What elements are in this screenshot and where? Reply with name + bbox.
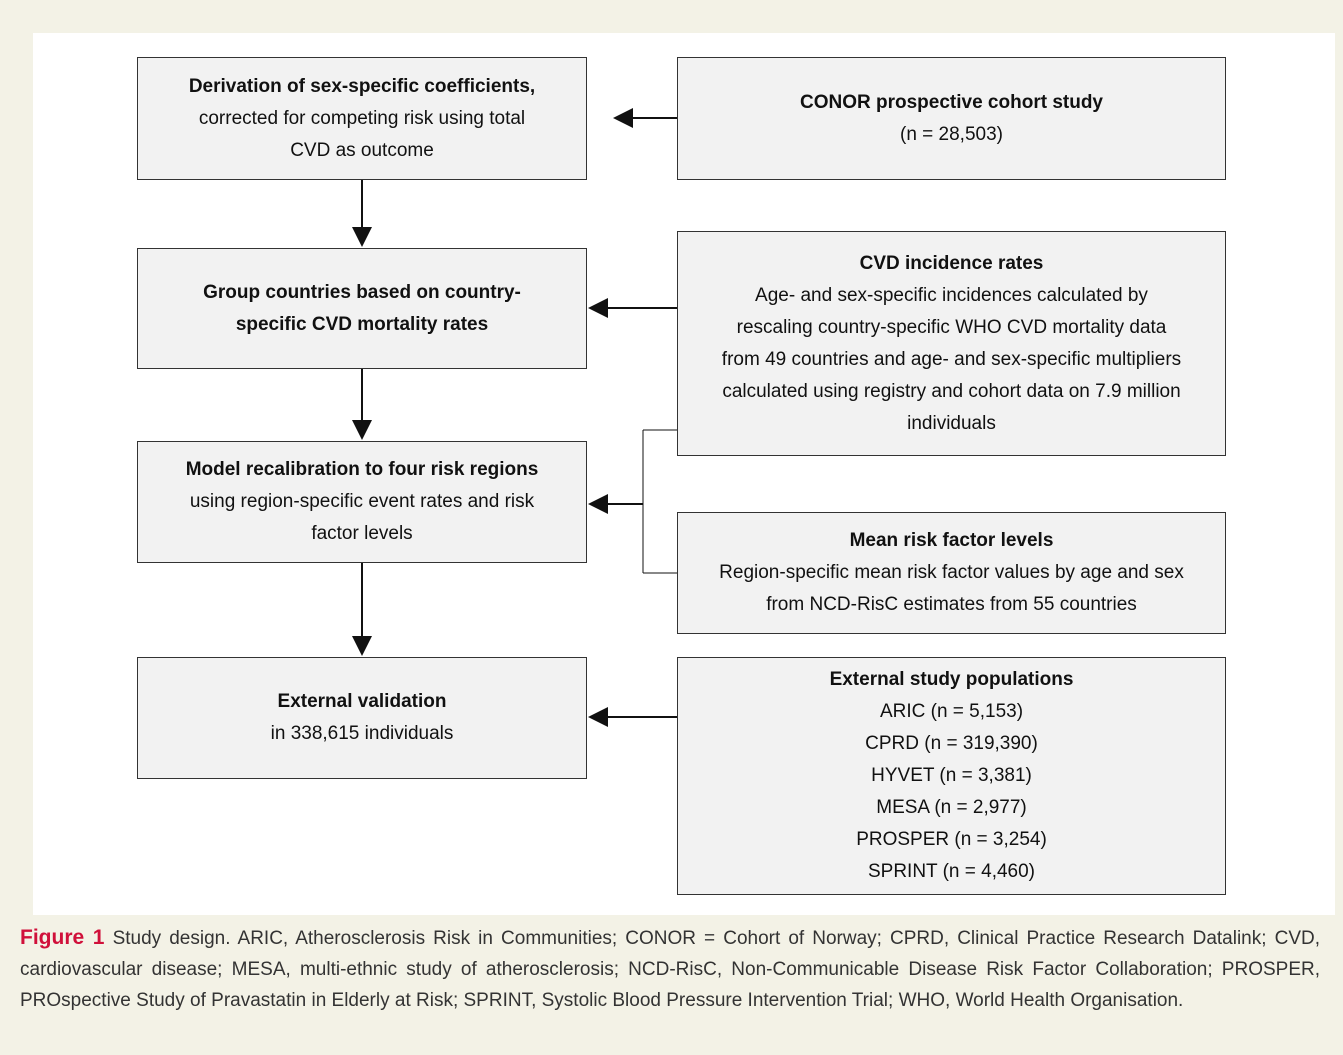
box-text: in 338,615 individuals [270, 723, 454, 744]
box-text: from 49 countries and age- and sex-speci… [721, 348, 1182, 370]
caption: Figure 1 Study design. ARIC, Atheroscler… [20, 922, 1320, 1016]
box-heading: Derivation of sex-specific coefficients, [188, 75, 536, 97]
caption-label: Figure 1 [20, 926, 105, 949]
box-text: rescaling country-specific WHO CVD morta… [736, 316, 1167, 338]
box: CVD incidence rates Age- and sex-specific… [677, 231, 1226, 456]
box-text: corrected for competing risk using total [198, 107, 526, 129]
box-heading: Group countries based on country- [203, 281, 521, 303]
arrows [352, 108, 677, 727]
box-heading: Model recalibration to four risk regions [185, 459, 539, 480]
box-heading: CONOR prospective cohort study [800, 91, 1103, 113]
box-text: HYVET (n = 3,381) [871, 765, 1032, 786]
box-text: factor levels [311, 523, 413, 544]
box-heading: Mean risk factor levels [849, 530, 1054, 551]
box: Group countries based on country-specifi… [137, 248, 587, 369]
box-heading: specific CVD mortality rates [235, 313, 489, 335]
box: CONOR prospective cohort study (n = 28,50… [677, 57, 1226, 180]
box-text: ARIC (n = 5,153) [879, 701, 1024, 722]
box-text: SPRINT (n = 4,460) [867, 861, 1036, 882]
box-text: Region-specific mean risk factor values … [719, 562, 1184, 583]
box-text: individuals [907, 412, 996, 434]
box-heading: External study populations [829, 669, 1074, 690]
box-text: MESA (n = 2,977) [876, 797, 1027, 818]
box-text: Age- and sex-specific incidences calcula… [755, 284, 1148, 306]
box-text: (n = 28,503) [900, 123, 1003, 145]
box-text: CVD as outcome [290, 139, 434, 161]
box: Derivation of sex-specific coefficients,… [137, 57, 587, 180]
box-text: calculated using registry and cohort dat… [722, 380, 1181, 402]
box-text: CPRD (n = 319,390) [865, 733, 1038, 754]
box: Mean risk factor levels Region-specific m… [677, 512, 1226, 634]
caption-text: Study design. ARIC, Atherosclerosis Risk… [20, 928, 1320, 1011]
box: Model recalibration to four risk regions… [137, 441, 587, 563]
box: External validation in 338,615 individual… [137, 657, 587, 779]
box-text: PROSPER (n = 3,254) [856, 829, 1047, 850]
box-text: from NCD-RisC estimates from 55 countrie… [766, 594, 1137, 615]
box-text: using region-specific event rates and ri… [189, 491, 535, 512]
box-heading: CVD incidence rates [859, 252, 1044, 274]
box: External study populations ARIC (n = 5,15… [677, 657, 1226, 895]
box-heading: External validation [277, 691, 447, 712]
